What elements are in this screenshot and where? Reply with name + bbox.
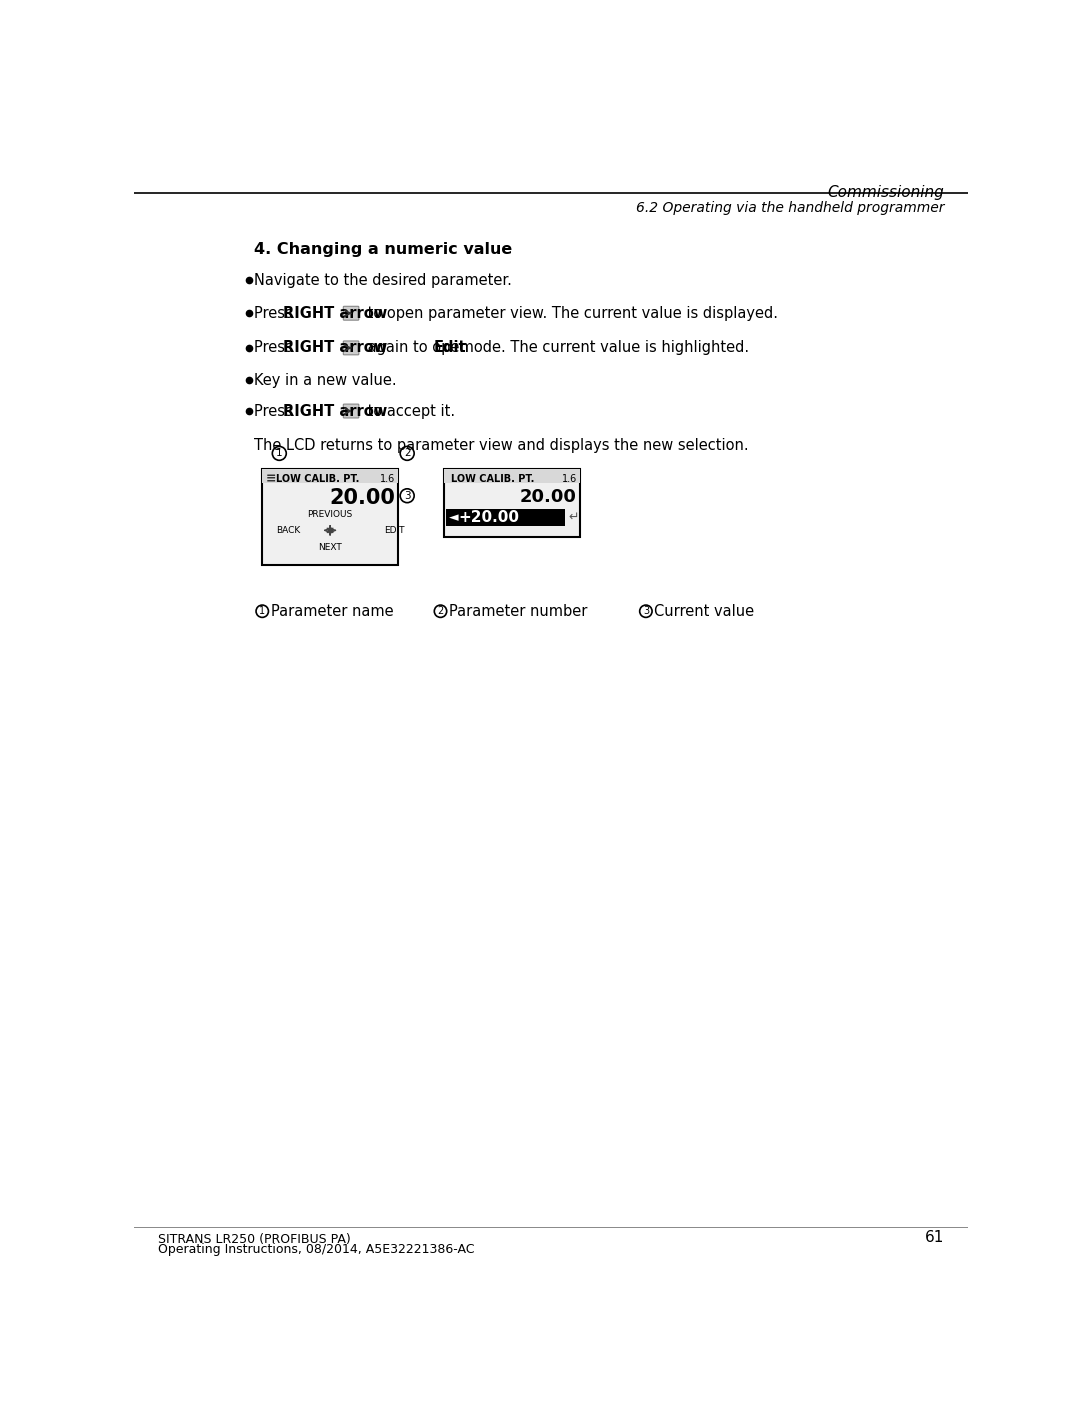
Text: 61: 61: [924, 1230, 944, 1245]
Text: PREVIOUS: PREVIOUS: [307, 511, 353, 519]
Text: 1.6: 1.6: [379, 473, 395, 484]
Bar: [446, 508, 564, 525]
Text: 1.6: 1.6: [561, 473, 577, 484]
Text: EDIT: EDIT: [384, 526, 404, 535]
Bar: [262, 469, 398, 483]
Text: Press: Press: [255, 403, 298, 418]
Text: 2: 2: [404, 448, 411, 458]
Text: Parameter name: Parameter name: [271, 604, 393, 619]
Text: 6.2 Operating via the handheld programmer: 6.2 Operating via the handheld programme…: [635, 201, 944, 215]
Text: 4. Changing a numeric value: 4. Changing a numeric value: [255, 241, 513, 257]
Text: SITRANS LR250 (PROFIBUS PA): SITRANS LR250 (PROFIBUS PA): [158, 1233, 350, 1245]
Text: ↵: ↵: [569, 511, 579, 524]
Text: RIGHT arrow: RIGHT arrow: [283, 340, 387, 355]
Text: 1: 1: [276, 448, 283, 458]
Text: Edit: Edit: [433, 340, 467, 355]
Text: 20.00: 20.00: [520, 487, 577, 505]
Text: mode. The current value is highlighted.: mode. The current value is highlighted.: [456, 340, 749, 355]
Text: Press: Press: [255, 340, 298, 355]
Bar: [262, 469, 398, 564]
Text: Navigate to the desired parameter.: Navigate to the desired parameter.: [255, 272, 513, 288]
Text: Press: Press: [255, 306, 298, 320]
Text: The LCD returns to parameter view and displays the new selection.: The LCD returns to parameter view and di…: [255, 438, 749, 453]
Text: 3: 3: [643, 607, 649, 616]
Text: NEXT: NEXT: [318, 543, 342, 552]
FancyBboxPatch shape: [343, 404, 359, 418]
Text: again to open: again to open: [362, 340, 473, 355]
Text: to open parameter view. The current value is displayed.: to open parameter view. The current valu…: [362, 306, 777, 320]
Text: RIGHT arrow: RIGHT arrow: [283, 306, 387, 320]
Text: BACK: BACK: [276, 526, 300, 535]
Text: Operating Instructions, 08/2014, A5E32221386-AC: Operating Instructions, 08/2014, A5E3222…: [158, 1243, 474, 1255]
Text: LOW CALIB. PT.: LOW CALIB. PT.: [276, 473, 359, 484]
Text: Key in a new value.: Key in a new value.: [255, 372, 397, 388]
Bar: [444, 469, 580, 483]
Text: RIGHT arrow: RIGHT arrow: [283, 403, 387, 418]
Text: LOW CALIB. PT.: LOW CALIB. PT.: [450, 473, 534, 484]
Text: 20.00: 20.00: [329, 489, 395, 508]
Text: 3: 3: [404, 491, 411, 501]
Text: Current value: Current value: [655, 604, 755, 619]
Bar: [444, 469, 580, 536]
Text: +20.00: +20.00: [458, 510, 519, 525]
Text: ≡: ≡: [267, 472, 276, 486]
Text: Commissioning: Commissioning: [828, 185, 944, 201]
FancyBboxPatch shape: [343, 341, 359, 355]
FancyBboxPatch shape: [343, 306, 359, 320]
Text: 1: 1: [259, 607, 266, 616]
Text: to accept it.: to accept it.: [362, 403, 455, 418]
Text: 2: 2: [438, 607, 444, 616]
Text: Parameter number: Parameter number: [449, 604, 587, 619]
Text: ◄: ◄: [449, 511, 459, 524]
